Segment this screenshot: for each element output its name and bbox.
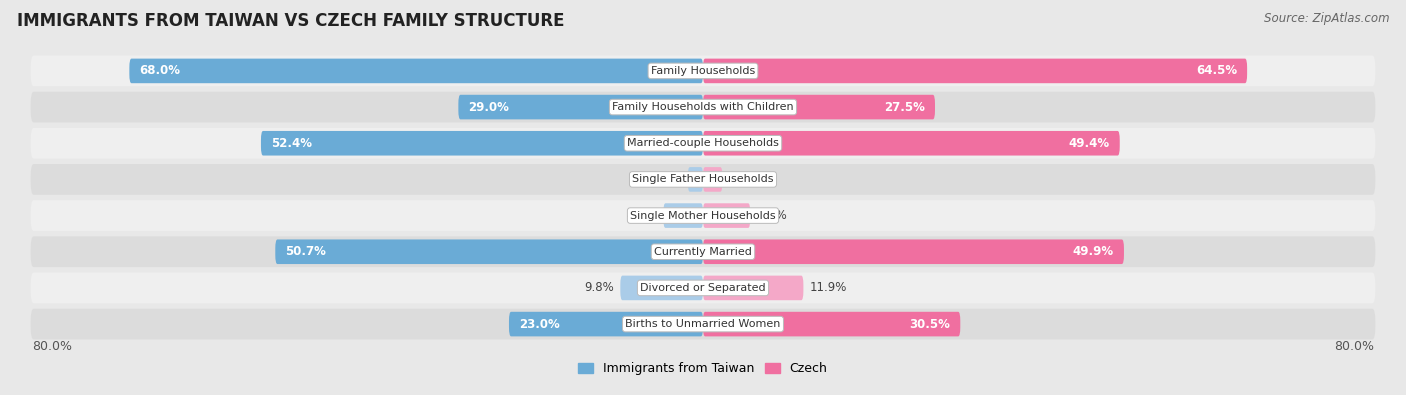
FancyBboxPatch shape <box>664 203 703 228</box>
FancyBboxPatch shape <box>31 92 1375 122</box>
FancyBboxPatch shape <box>31 56 1375 86</box>
FancyBboxPatch shape <box>31 236 1375 267</box>
Text: 5.6%: 5.6% <box>756 209 787 222</box>
FancyBboxPatch shape <box>262 131 703 156</box>
Text: 29.0%: 29.0% <box>468 101 509 114</box>
FancyBboxPatch shape <box>703 203 751 228</box>
Text: Family Households: Family Households <box>651 66 755 76</box>
Text: 23.0%: 23.0% <box>519 318 560 331</box>
Text: IMMIGRANTS FROM TAIWAN VS CZECH FAMILY STRUCTURE: IMMIGRANTS FROM TAIWAN VS CZECH FAMILY S… <box>17 12 564 30</box>
FancyBboxPatch shape <box>129 58 703 83</box>
Text: Divorced or Separated: Divorced or Separated <box>640 283 766 293</box>
Text: 49.9%: 49.9% <box>1073 245 1114 258</box>
FancyBboxPatch shape <box>703 95 935 119</box>
FancyBboxPatch shape <box>703 58 1247 83</box>
FancyBboxPatch shape <box>31 273 1375 303</box>
FancyBboxPatch shape <box>276 239 703 264</box>
FancyBboxPatch shape <box>703 239 1123 264</box>
FancyBboxPatch shape <box>31 200 1375 231</box>
Text: 68.0%: 68.0% <box>139 64 180 77</box>
FancyBboxPatch shape <box>703 276 803 300</box>
Text: 1.8%: 1.8% <box>651 173 681 186</box>
Text: 80.0%: 80.0% <box>1334 340 1374 353</box>
Text: 2.3%: 2.3% <box>730 173 759 186</box>
Text: 27.5%: 27.5% <box>884 101 925 114</box>
Text: Currently Married: Currently Married <box>654 247 752 257</box>
FancyBboxPatch shape <box>458 95 703 119</box>
FancyBboxPatch shape <box>688 167 703 192</box>
FancyBboxPatch shape <box>620 276 703 300</box>
Text: Births to Unmarried Women: Births to Unmarried Women <box>626 319 780 329</box>
Text: 80.0%: 80.0% <box>32 340 72 353</box>
FancyBboxPatch shape <box>703 167 723 192</box>
FancyBboxPatch shape <box>31 128 1375 159</box>
Text: 52.4%: 52.4% <box>271 137 312 150</box>
Text: 30.5%: 30.5% <box>910 318 950 331</box>
Text: Married-couple Households: Married-couple Households <box>627 138 779 148</box>
Text: Single Father Households: Single Father Households <box>633 175 773 184</box>
Text: Family Households with Children: Family Households with Children <box>612 102 794 112</box>
FancyBboxPatch shape <box>703 312 960 337</box>
Text: Source: ZipAtlas.com: Source: ZipAtlas.com <box>1264 12 1389 25</box>
FancyBboxPatch shape <box>31 164 1375 195</box>
Text: 50.7%: 50.7% <box>285 245 326 258</box>
Text: 9.8%: 9.8% <box>583 281 613 294</box>
FancyBboxPatch shape <box>703 131 1119 156</box>
Text: Single Mother Households: Single Mother Households <box>630 211 776 220</box>
Text: 64.5%: 64.5% <box>1197 64 1237 77</box>
Text: 49.4%: 49.4% <box>1069 137 1109 150</box>
Text: 11.9%: 11.9% <box>810 281 848 294</box>
Text: 4.7%: 4.7% <box>627 209 657 222</box>
FancyBboxPatch shape <box>31 309 1375 339</box>
FancyBboxPatch shape <box>509 312 703 337</box>
Legend: Immigrants from Taiwan, Czech: Immigrants from Taiwan, Czech <box>574 357 832 380</box>
